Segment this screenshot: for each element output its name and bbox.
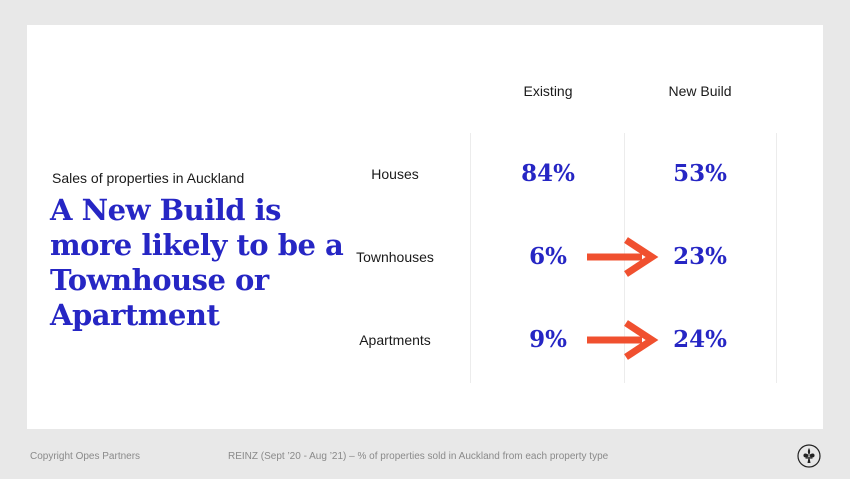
slide-card: Sales of properties in Auckland A New Bu… xyxy=(27,25,823,429)
footer-copyright: Copyright Opes Partners xyxy=(30,451,141,462)
column-header-existing: Existing xyxy=(523,83,573,99)
value-houses-existing: 84% xyxy=(521,160,575,187)
slide-subtitle: Sales of properties in Auckland xyxy=(52,170,245,186)
column-header-new-build: New Build xyxy=(668,83,732,99)
arrow-right-icon xyxy=(587,320,659,360)
value-houses-new-build: 53% xyxy=(673,160,727,187)
slide-headline: A New Build is more likely to be a Townh… xyxy=(50,193,344,332)
column-divider xyxy=(470,133,471,383)
row-label-townhouses: Townhouses xyxy=(356,249,434,265)
footer-source: REINZ (Sept ’20 - Aug ’21) – % of proper… xyxy=(228,451,609,462)
column-divider xyxy=(776,133,777,383)
row-label-apartments: Apartments xyxy=(359,332,431,348)
value-townhouses-new-build: 23% xyxy=(673,243,727,270)
arrow-right-icon xyxy=(587,237,659,277)
value-apartments-new-build: 24% xyxy=(673,326,727,353)
row-label-houses: Houses xyxy=(371,166,419,182)
value-apartments-existing: 9% xyxy=(529,326,567,353)
fleur-de-lis-logo-icon xyxy=(797,444,821,468)
value-townhouses-existing: 6% xyxy=(529,243,567,270)
